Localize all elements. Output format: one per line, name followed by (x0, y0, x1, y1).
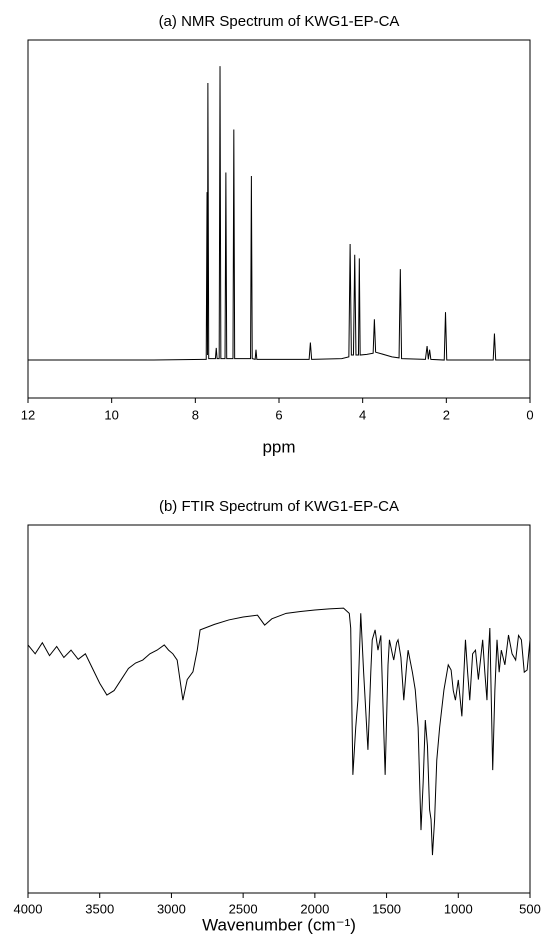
x-tick-label: 1500 (372, 901, 401, 916)
x-tick-label: 4000 (14, 901, 43, 916)
spectrum-line (28, 66, 530, 361)
x-tick-label: 8 (192, 407, 199, 422)
x-tick-label: 2000 (300, 901, 329, 916)
x-tick-label: 2 (443, 407, 450, 422)
x-tick-label: 0 (526, 407, 533, 422)
chart-title: (a) NMR Spectrum of KWG1-EP-CA (159, 13, 400, 30)
x-tick-label: 2500 (229, 901, 258, 916)
x-tick-label: 1000 (444, 901, 473, 916)
plot-frame (27, 524, 531, 894)
x-tick-label: 10 (104, 407, 118, 422)
plot-frame (27, 39, 531, 399)
x-axis-label: Wavenumber (cm⁻¹) (202, 915, 356, 934)
x-tick-label: 6 (275, 407, 282, 422)
x-tick-label: 3000 (157, 901, 186, 916)
x-axis-label: ppm (262, 437, 295, 456)
x-tick-label: 12 (21, 407, 35, 422)
spectrum-line (27, 607, 531, 856)
x-tick-label: 3500 (85, 901, 114, 916)
x-tick-label: 500 (519, 901, 541, 916)
x-tick-label: 4 (359, 407, 366, 422)
chart-title: (b) FTIR Spectrum of KWG1-EP-CA (159, 498, 399, 515)
